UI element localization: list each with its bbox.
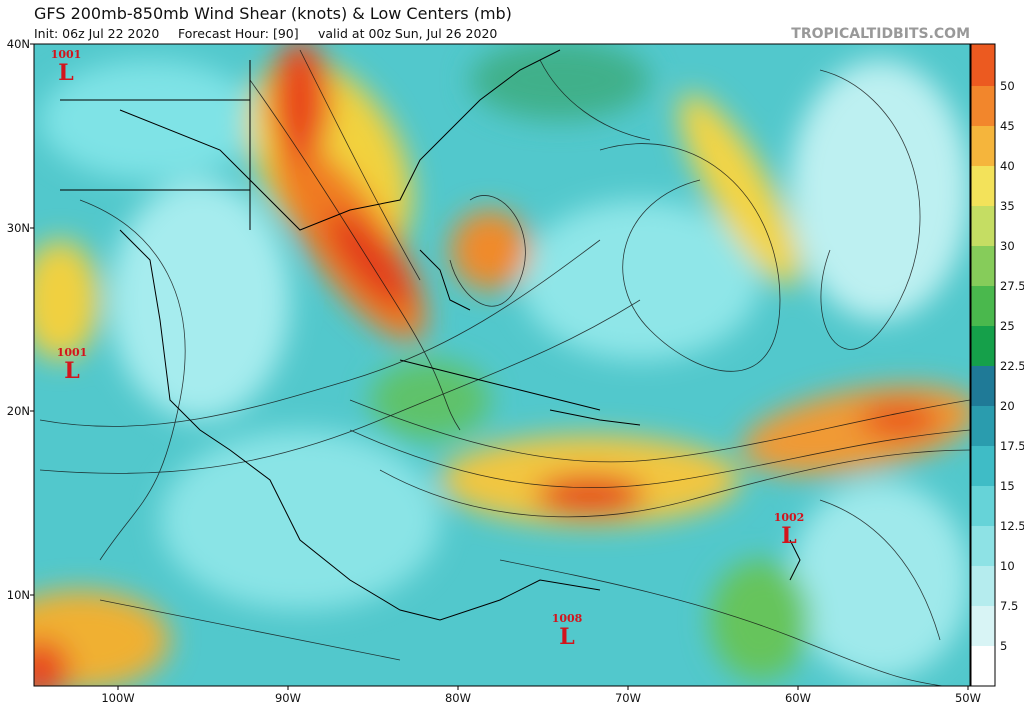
colorbar-label: 20 <box>1000 399 1015 413</box>
colorbar-segment <box>971 44 995 86</box>
colorbar-label: 35 <box>1000 199 1015 213</box>
site-name: TROPICALTIDBITS.COM <box>791 26 970 42</box>
forecast-hour: Forecast Hour: [90] <box>178 26 299 41</box>
streamlines <box>39 49 970 686</box>
map <box>34 44 970 686</box>
lon-label: 50W <box>955 691 981 705</box>
colorbar: 5 7.5 10 12.5 15 17.5 20 22.5 25 27.5 30 35 40 45 50 <box>970 43 1024 687</box>
low-pressure: 1001 <box>57 346 88 359</box>
shear-field <box>34 44 970 686</box>
colorbar-label: 40 <box>1000 159 1015 173</box>
colorbar-label: 17.5 <box>1000 439 1024 453</box>
colorbar-segment <box>971 166 995 206</box>
colorbar-label: 45 <box>1000 119 1015 133</box>
colorbar-segment <box>971 206 995 246</box>
title: GFS 200mb-850mb Wind Shear (knots) & Low… <box>34 4 512 23</box>
init: Init: 06z Jul 22 2020 <box>34 26 159 41</box>
colorbar-label: 50 <box>1000 79 1015 93</box>
colorbar-segment <box>971 526 995 566</box>
valid-time: valid at 00z Sun, Jul 26 2020 <box>318 26 497 41</box>
map-frame <box>33 43 971 687</box>
colorbar-segment <box>971 86 995 126</box>
low-pressure: 1002 <box>774 511 805 524</box>
lon-label: 70W <box>615 691 641 705</box>
colorbar-label: 12.5 <box>1000 519 1024 533</box>
lon-label: 90W <box>275 691 301 705</box>
colorbar-label: 22.5 <box>1000 359 1024 373</box>
colorbar-segment <box>971 286 995 326</box>
low-pressure: 1008 <box>552 612 583 625</box>
colorbar-label: 7.5 <box>1000 599 1018 613</box>
coastlines <box>60 49 801 621</box>
colorbar-label: 15 <box>1000 479 1015 493</box>
colorbar-segment <box>971 366 995 406</box>
colorbar-segment <box>971 446 995 486</box>
lat-label: 20N <box>7 404 30 418</box>
colorbar-segment <box>971 406 995 446</box>
lon-label: 80W <box>445 691 471 705</box>
lat-label: 10N <box>7 588 30 602</box>
lat-label: 30N <box>7 221 30 235</box>
lon-label: 100W <box>101 691 134 705</box>
colorbar-segment <box>971 646 995 686</box>
lat-label: 40N <box>7 37 30 51</box>
colorbar-segment <box>971 246 995 286</box>
colorbar-label: 27.5 <box>1000 279 1024 293</box>
colorbar-label: 30 <box>1000 239 1015 253</box>
colorbar-segment <box>971 566 995 606</box>
colorbar-frame <box>970 43 996 687</box>
colorbar-segment <box>971 486 995 526</box>
colorbar-label: 5 <box>1000 639 1007 653</box>
low-symbol: L <box>58 60 73 86</box>
low-symbol: L <box>781 523 796 549</box>
colorbar-label: 25 <box>1000 319 1015 333</box>
colorbar-label: 10 <box>1000 559 1015 573</box>
colorbar-segment <box>971 126 995 166</box>
colorbar-segment <box>971 606 995 646</box>
colorbar-segment <box>971 326 995 366</box>
low-pressure: 1001 <box>51 48 82 61</box>
low-symbol: L <box>559 624 574 650</box>
lon-label: 60W <box>785 691 811 705</box>
low-symbol: L <box>64 358 79 384</box>
